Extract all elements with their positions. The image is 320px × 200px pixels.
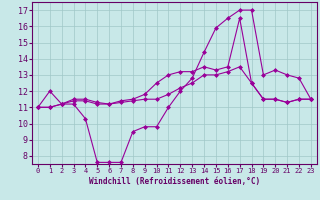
X-axis label: Windchill (Refroidissement éolien,°C): Windchill (Refroidissement éolien,°C): [89, 177, 260, 186]
